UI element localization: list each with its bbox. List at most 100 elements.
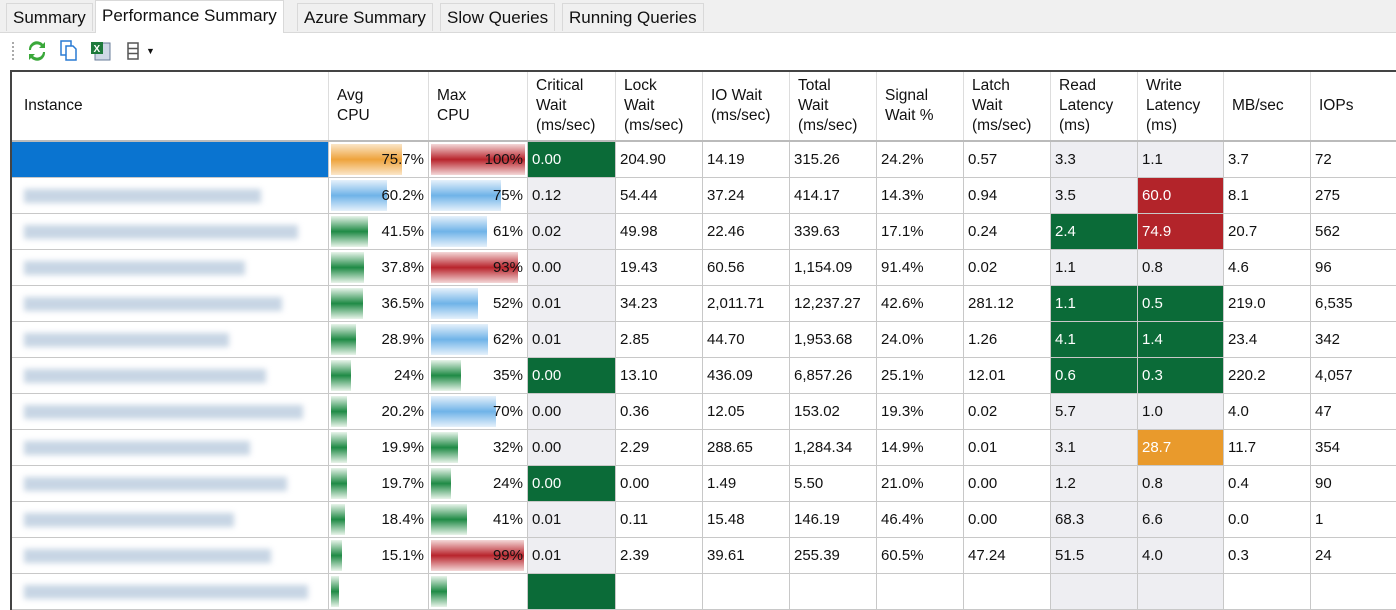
max-cpu-cell: 41% — [429, 502, 528, 538]
write-cell: 1.4 — [1138, 322, 1224, 358]
avg-cpu-cell: 36.5% — [329, 286, 429, 322]
columns-icon[interactable] — [122, 40, 144, 62]
read-cell — [1051, 574, 1138, 610]
instance-name-redacted — [24, 477, 287, 491]
signal-cell: 60.5% — [877, 538, 964, 574]
max-cpu-value: 24% — [433, 475, 523, 492]
io-cell: 15.48 — [703, 502, 790, 538]
column-header-total-wait-ms-sec[interactable]: Total Wait (ms/sec) — [790, 72, 877, 141]
crit-cell: 0.00 — [528, 250, 616, 286]
instance-cell[interactable] — [12, 286, 329, 322]
column-header-iops[interactable]: IOPs — [1311, 72, 1396, 141]
instance-cell[interactable] — [12, 322, 329, 358]
io-cell: 288.65 — [703, 430, 790, 466]
tab-performance-summary[interactable]: Performance Summary — [95, 0, 284, 33]
max-cpu-value: 61% — [433, 223, 523, 240]
io-cell: 1.49 — [703, 466, 790, 502]
write-cell: 4.0 — [1138, 538, 1224, 574]
io-cell: 14.19 — [703, 141, 790, 178]
copy-icon[interactable] — [58, 40, 80, 62]
max-cpu-cell: 70% — [429, 394, 528, 430]
crit-cell: 0.00 — [528, 141, 616, 178]
total-cell: 6,857.26 — [790, 358, 877, 394]
column-header-max-cpu[interactable]: Max CPU — [429, 72, 528, 141]
signal-cell: 91.4% — [877, 250, 964, 286]
iops-cell: 72 — [1311, 141, 1396, 178]
dropdown-arrow-icon[interactable]: ▼ — [146, 46, 155, 56]
write-cell: 74.9 — [1138, 214, 1224, 250]
instance-cell[interactable] — [12, 430, 329, 466]
instance-cell[interactable] — [12, 394, 329, 430]
instance-cell[interactable] — [12, 574, 329, 610]
instance-cell[interactable] — [12, 178, 329, 214]
instance-cell[interactable] — [12, 214, 329, 250]
total-cell: 5.50 — [790, 466, 877, 502]
read-cell: 5.7 — [1051, 394, 1138, 430]
avg-cpu-cell: 20.2% — [329, 394, 429, 430]
write-cell: 0.5 — [1138, 286, 1224, 322]
column-header-signal-wait[interactable]: Signal Wait % — [877, 72, 964, 141]
avg-cpu-value: 75.7% — [333, 151, 424, 168]
column-header-critical-wait-ms-sec[interactable]: Critical Wait (ms/sec) — [528, 72, 616, 141]
column-header-instance[interactable]: Instance — [12, 72, 329, 141]
tab-azure-summary[interactable]: Azure Summary — [297, 3, 433, 31]
column-header-latch-wait-ms-sec[interactable]: Latch Wait (ms/sec) — [964, 72, 1051, 141]
tab-slow-queries[interactable]: Slow Queries — [440, 3, 555, 31]
lock-cell: 13.10 — [616, 358, 703, 394]
write-cell — [1138, 574, 1224, 610]
instance-cell[interactable] — [12, 358, 329, 394]
instance-name-redacted — [24, 585, 308, 599]
total-cell: 1,953.68 — [790, 322, 877, 358]
avg-cpu-value: 24% — [333, 367, 424, 384]
column-header-mb-sec[interactable]: MB/sec — [1224, 72, 1311, 141]
selected-instance[interactable] — [12, 142, 328, 177]
avg-cpu-value: 41.5% — [333, 223, 424, 240]
crit-cell: 0.02 — [528, 214, 616, 250]
mb-cell: 0.0 — [1224, 502, 1311, 538]
mb-cell: 219.0 — [1224, 286, 1311, 322]
svg-text:X: X — [94, 44, 101, 55]
instance-cell[interactable] — [12, 250, 329, 286]
max-cpu-cell: 99% — [429, 538, 528, 574]
max-cpu-value: 70% — [433, 403, 523, 420]
instance-cell[interactable] — [12, 538, 329, 574]
tab-running-queries[interactable]: Running Queries — [562, 3, 704, 31]
max-cpu-cell: 75% — [429, 178, 528, 214]
column-header-write-latency-ms[interactable]: Write Latency (ms) — [1138, 72, 1224, 141]
table-row[interactable] — [12, 574, 1396, 610]
refresh-icon[interactable] — [26, 40, 48, 62]
max-cpu-value: 99% — [433, 547, 523, 564]
instance-cell[interactable] — [12, 141, 329, 178]
io-cell: 60.56 — [703, 250, 790, 286]
instance-cell[interactable] — [12, 502, 329, 538]
excel-export-icon[interactable]: X — [90, 40, 112, 62]
iops-cell: 6,535 — [1311, 286, 1396, 322]
max-cpu-cell — [429, 574, 528, 610]
avg-cpu-cell: 19.9% — [329, 430, 429, 466]
instance-cell[interactable] — [12, 466, 329, 502]
total-cell: 414.17 — [790, 178, 877, 214]
column-header-io-wait-ms-sec[interactable]: IO Wait (ms/sec) — [703, 72, 790, 141]
signal-cell: 24.2% — [877, 141, 964, 178]
lock-cell: 0.36 — [616, 394, 703, 430]
max-cpu-value: 35% — [433, 367, 523, 384]
latch-cell: 0.02 — [964, 250, 1051, 286]
iops-cell: 96 — [1311, 250, 1396, 286]
column-header-read-latency-ms[interactable]: Read Latency (ms) — [1051, 72, 1138, 141]
tab-summary[interactable]: Summary — [6, 3, 93, 31]
io-cell: 44.70 — [703, 322, 790, 358]
column-header-avg-cpu[interactable]: Avg CPU — [329, 72, 429, 141]
column-header-lock-wait-ms-sec[interactable]: Lock Wait (ms/sec) — [616, 72, 703, 141]
